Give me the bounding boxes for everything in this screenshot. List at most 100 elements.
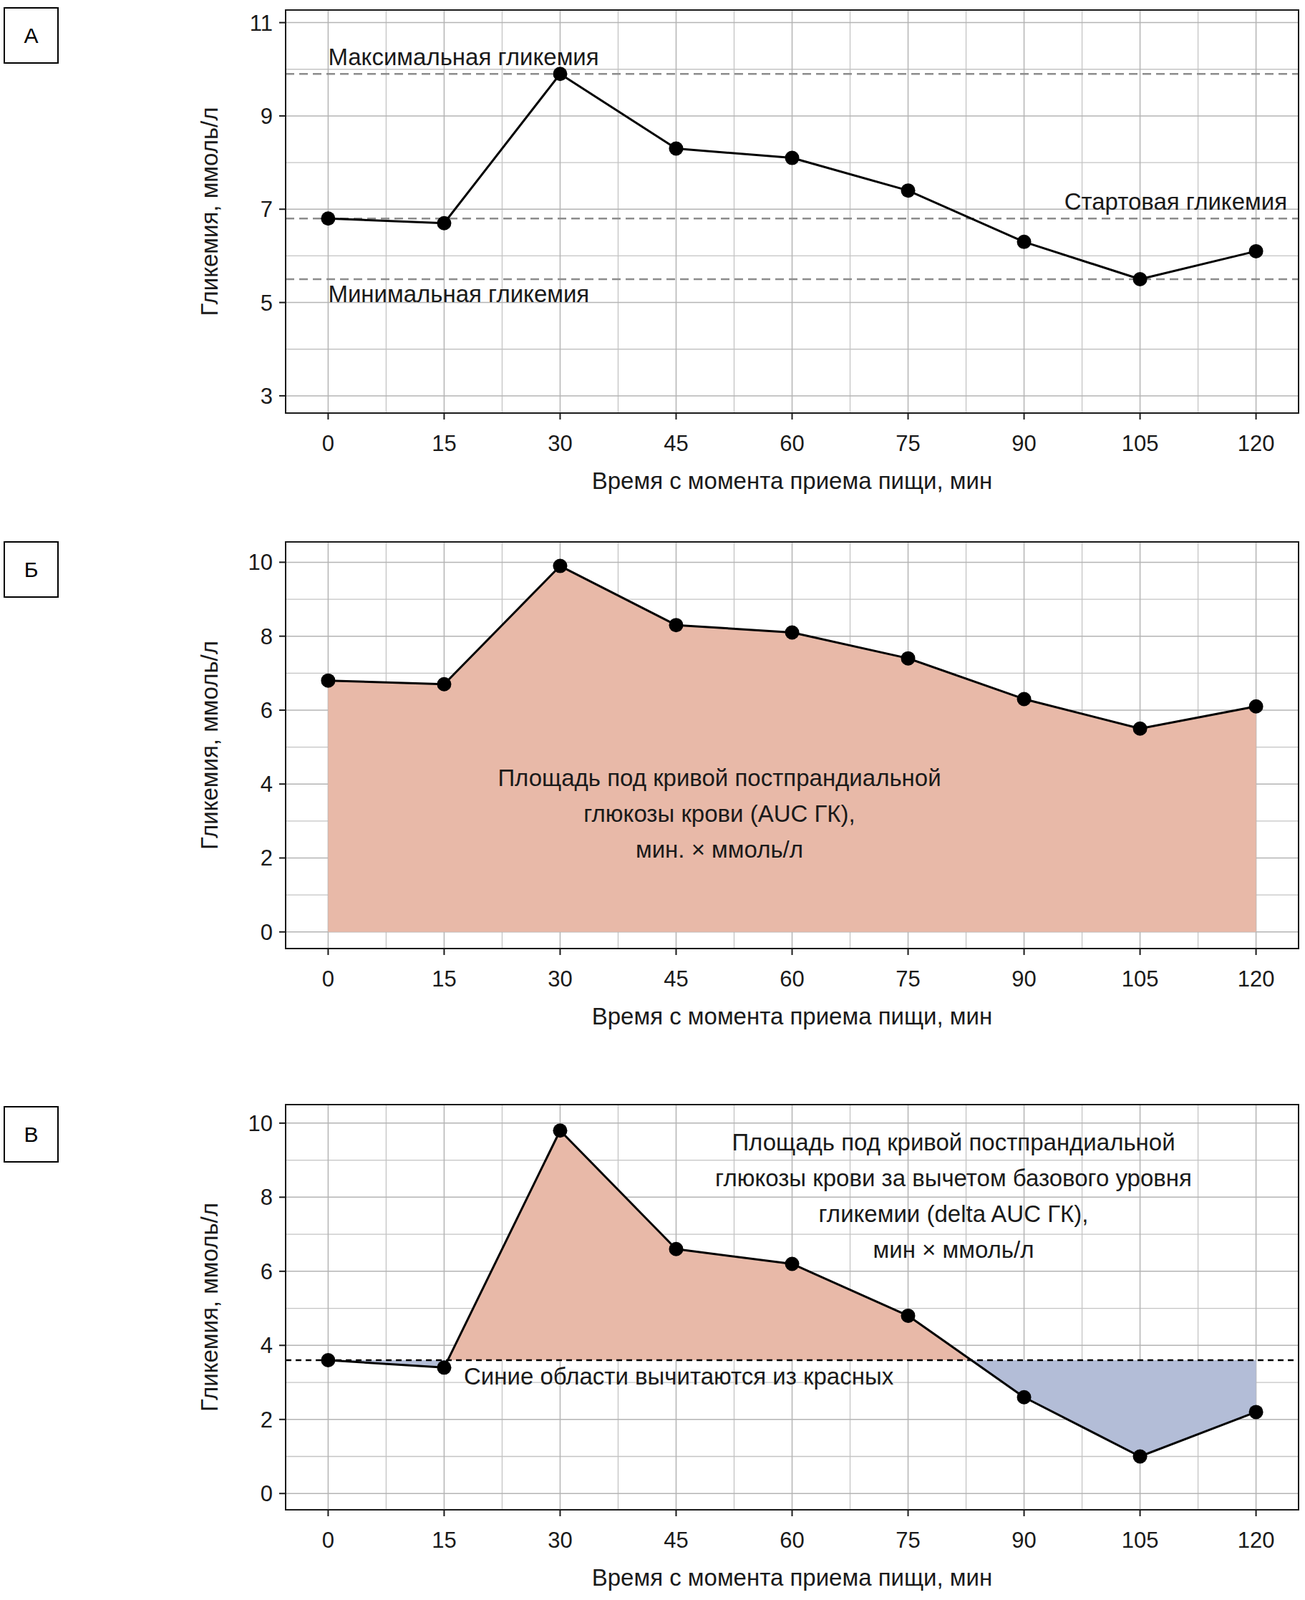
- tick: [279, 635, 286, 638]
- tick: [443, 948, 445, 955]
- marker: [320, 1352, 336, 1368]
- reference-line: [285, 1359, 1299, 1362]
- tick-label: 7: [260, 196, 273, 222]
- tick-label: 120: [1237, 430, 1275, 456]
- minor-grid-line: [385, 1104, 387, 1510]
- tick: [791, 948, 794, 955]
- tick-label: 2: [260, 1407, 273, 1433]
- axis-title: Время с момента приема пищи, мин: [592, 1564, 993, 1591]
- minor-grid-line: [849, 10, 851, 414]
- tick: [907, 1509, 910, 1517]
- grid-line: [285, 22, 1299, 24]
- axis-title: Время с момента приема пищи, мин: [592, 467, 993, 494]
- tick: [279, 395, 286, 397]
- tick-label: 0: [322, 1527, 335, 1553]
- tick: [279, 783, 286, 785]
- tick-label: 10: [248, 1111, 273, 1137]
- tick: [279, 709, 286, 711]
- panel-label: В: [23, 1122, 38, 1147]
- minor-grid-line: [965, 10, 967, 414]
- tick-label: 6: [260, 697, 273, 724]
- marker: [668, 141, 683, 157]
- tick-label: 0: [322, 430, 335, 456]
- grid: [285, 541, 1299, 949]
- marker: [1249, 244, 1264, 259]
- tick-label: 120: [1237, 966, 1275, 992]
- marker: [1017, 1390, 1032, 1405]
- frame: [285, 541, 1299, 949]
- figure: А0153045607590105120357911Время с момент…: [0, 0, 1305, 1600]
- tick-label: 11: [249, 10, 273, 36]
- tick: [675, 413, 677, 420]
- grid-line: [791, 10, 794, 414]
- tick-label: 120: [1237, 1527, 1275, 1553]
- tick: [279, 22, 286, 24]
- annotation: мин × ммоль/л: [873, 1236, 1035, 1263]
- tick: [1255, 1509, 1258, 1517]
- axis-title: Гликемия, ммоль/л: [196, 106, 223, 316]
- tick: [279, 931, 286, 933]
- marks: [320, 559, 1263, 933]
- tick-label: 8: [260, 1184, 273, 1210]
- tick: [279, 1196, 286, 1198]
- grid-line: [285, 1122, 1299, 1124]
- grid-line: [285, 395, 1299, 397]
- axis-title: Гликемия, ммоль/л: [196, 640, 223, 850]
- tick: [1255, 948, 1258, 955]
- tick: [279, 856, 286, 859]
- tick: [279, 561, 286, 563]
- tick: [907, 948, 910, 955]
- marker: [785, 625, 800, 640]
- tick: [1255, 413, 1258, 420]
- marker: [1017, 691, 1032, 706]
- marker: [1017, 234, 1032, 250]
- axis-title: Время с момента приема пищи, мин: [592, 1002, 993, 1030]
- tick: [279, 1270, 286, 1273]
- tick: [1023, 413, 1026, 420]
- tick-label: 60: [779, 430, 804, 456]
- annotation: Площадь под кривой постпрандиальной: [497, 764, 941, 792]
- panel: А0153045607590105120357911Время с момент…: [4, 7, 1299, 494]
- grid-line: [285, 561, 1299, 564]
- minor-grid-line: [617, 10, 619, 414]
- annotation: Площадь под кривой постпрандиальной: [731, 1128, 1175, 1156]
- marker: [436, 1360, 451, 1375]
- area-negative: [327, 1360, 1256, 1457]
- annotation: глюкозы крови за вычетом базового уровня: [715, 1164, 1192, 1192]
- marker: [1133, 721, 1148, 736]
- tick: [791, 1509, 794, 1517]
- tick-label: 3: [260, 383, 273, 409]
- marker: [1249, 699, 1264, 714]
- grid-line: [443, 1104, 446, 1510]
- minor-grid-line: [385, 10, 387, 414]
- tick: [327, 413, 329, 420]
- tick-label: 30: [547, 430, 572, 456]
- marker: [436, 216, 451, 231]
- tick-label: 0: [322, 966, 335, 992]
- tick: [791, 413, 794, 420]
- marker: [320, 211, 336, 226]
- marks: [285, 1123, 1299, 1464]
- panel-label: А: [23, 23, 38, 48]
- tick-label: 0: [260, 1481, 273, 1507]
- marker: [668, 1242, 683, 1257]
- tick: [279, 1344, 286, 1346]
- tick-label: 75: [895, 430, 920, 456]
- grid-line: [675, 10, 678, 414]
- panel-box: [4, 1106, 58, 1162]
- tick: [443, 1509, 445, 1517]
- tick: [279, 302, 286, 304]
- tick-label: 45: [663, 430, 688, 456]
- annotation: гликемии (delta AUC ГК),: [818, 1200, 1089, 1227]
- tick-label: 30: [547, 966, 572, 992]
- marker: [668, 617, 683, 633]
- tick-label: 75: [895, 1527, 920, 1553]
- reference-line: [285, 217, 1299, 220]
- marker: [436, 677, 451, 692]
- axis-title: Гликемия, ммоль/л: [196, 1202, 223, 1412]
- marker: [901, 1308, 916, 1323]
- tick: [279, 1492, 286, 1494]
- tick: [1139, 948, 1142, 955]
- annotation: мин. × ммоль/л: [635, 836, 804, 863]
- panel-label: Б: [24, 557, 39, 582]
